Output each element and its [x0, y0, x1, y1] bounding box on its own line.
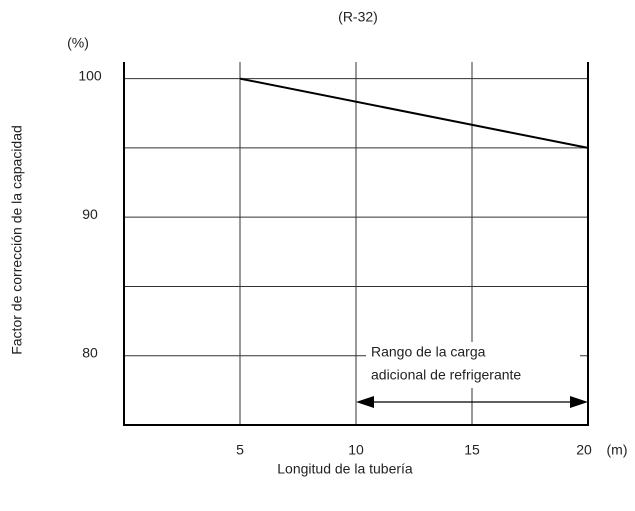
chart-title: (R-32)	[338, 9, 378, 25]
arrow-head	[356, 396, 374, 408]
x-tick-label: 20	[576, 442, 592, 458]
x-tick-label: 5	[236, 442, 244, 458]
arrow-head	[570, 396, 588, 408]
y-tick-label: 100	[78, 67, 102, 83]
x-axis-label: Longitud de la tubería	[277, 461, 413, 477]
annotation-bg	[366, 342, 580, 388]
y-tick-label: 90	[82, 206, 98, 222]
annotation-text: adicional de refrigerante	[371, 367, 521, 383]
y-tick-label: 80	[82, 344, 98, 360]
data-line	[239, 77, 589, 149]
y-axis-label: Factor de corrección de la capacidad	[9, 125, 25, 355]
y-unit: (%)	[67, 35, 89, 51]
axes-frame	[123, 62, 589, 426]
x-tick-label: 15	[464, 442, 480, 458]
x-tick-label: 10	[348, 442, 364, 458]
annotation-text: Rango de la carga	[371, 344, 486, 360]
x-unit: (m)	[607, 442, 628, 458]
